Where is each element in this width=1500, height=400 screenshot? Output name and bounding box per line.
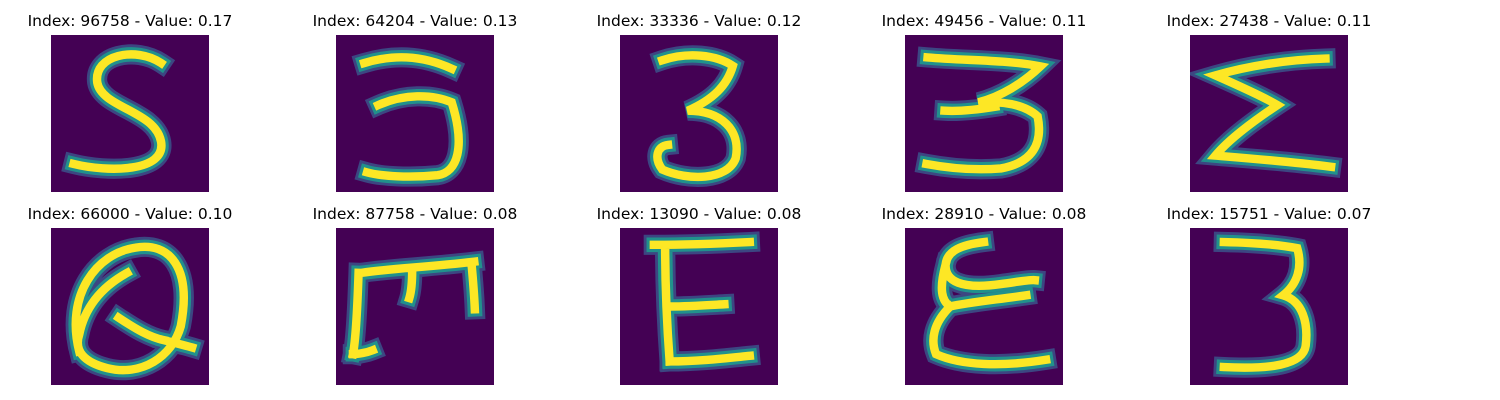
image-tile: Index: 27438 - Value: 0.11 xyxy=(1139,12,1399,192)
tile-title: Index: 13090 - Value: 0.08 xyxy=(596,205,802,223)
stroke-core xyxy=(1219,237,1311,372)
stroke-core xyxy=(347,256,480,360)
stroke-core xyxy=(649,237,755,366)
digit-image xyxy=(905,35,1063,192)
image-tile: Index: 15751 - Value: 0.07 xyxy=(1139,205,1399,385)
image-tile: Index: 64204 - Value: 0.13 xyxy=(285,12,545,192)
tile-title: Index: 27438 - Value: 0.11 xyxy=(1166,12,1372,30)
digit-image xyxy=(51,228,209,385)
image-tile: Index: 33336 - Value: 0.12 xyxy=(569,12,829,192)
stroke-core xyxy=(929,237,1051,369)
stroke-core xyxy=(68,50,167,173)
digit-image xyxy=(336,228,494,385)
stroke-core xyxy=(71,242,198,375)
image-tile: Index: 66000 - Value: 0.10 xyxy=(0,205,260,385)
image-tile: Index: 49456 - Value: 0.11 xyxy=(854,12,1114,192)
image-tile: Index: 87758 - Value: 0.08 xyxy=(285,205,545,385)
tile-title: Index: 28910 - Value: 0.08 xyxy=(881,205,1087,223)
tile-title: Index: 33336 - Value: 0.12 xyxy=(596,12,802,30)
stroke-core xyxy=(653,51,741,182)
digit-image xyxy=(51,35,209,192)
image-tile: Index: 13090 - Value: 0.08 xyxy=(569,205,829,385)
stroke-core xyxy=(1203,54,1336,172)
tile-title: Index: 96758 - Value: 0.17 xyxy=(27,12,233,30)
tile-title: Index: 66000 - Value: 0.10 xyxy=(27,205,233,223)
digit-image xyxy=(1190,228,1348,385)
tile-title: Index: 15751 - Value: 0.07 xyxy=(1166,205,1372,223)
stroke-core xyxy=(358,53,463,181)
image-tile: Index: 28910 - Value: 0.08 xyxy=(854,205,1114,385)
image-tile: Index: 96758 - Value: 0.17 xyxy=(0,12,260,192)
stroke-core xyxy=(921,52,1050,174)
digit-image xyxy=(336,35,494,192)
tile-title: Index: 87758 - Value: 0.08 xyxy=(312,205,518,223)
digit-image xyxy=(1190,35,1348,192)
tile-title: Index: 49456 - Value: 0.11 xyxy=(881,12,1087,30)
digit-image xyxy=(620,228,778,385)
digit-image xyxy=(905,228,1063,385)
digit-image xyxy=(620,35,778,192)
tile-title: Index: 64204 - Value: 0.13 xyxy=(312,12,518,30)
